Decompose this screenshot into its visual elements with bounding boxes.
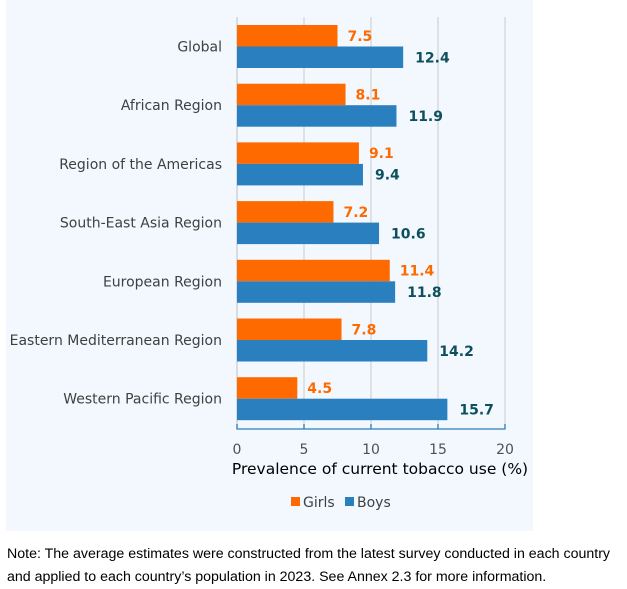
data-label-boys: 14.2 (439, 344, 474, 360)
bar-boys (237, 105, 397, 127)
bars (237, 25, 448, 421)
data-label-boys: 15.7 (459, 402, 494, 418)
data-label-girls: 7.2 (343, 205, 368, 221)
bar-girls (237, 201, 334, 223)
data-label-girls: 4.5 (307, 381, 332, 397)
bar-boys (237, 163, 363, 186)
bar-girls (237, 25, 338, 47)
category-label: Western Pacific Region (63, 392, 222, 408)
bar-boys (237, 222, 380, 245)
footnote-line: Note: The average estimates were constru… (7, 546, 611, 562)
footnote: Note: The average estimates were constru… (7, 543, 627, 589)
category-labels: Global African Region Region of the Americ… (10, 40, 222, 408)
x-tick-label: 10 (362, 442, 380, 458)
x-tick-label: 15 (429, 442, 447, 458)
legend: Girls Boys (291, 495, 391, 511)
data-label-boys: 11.9 (408, 109, 443, 125)
footnote-line: and applied to each country’s population… (7, 569, 547, 585)
bar-girls (237, 377, 298, 399)
data-label-girls: 11.4 (400, 264, 435, 280)
bar-boys (237, 281, 396, 303)
bar-boys (237, 398, 448, 421)
category-label: South-East Asia Region (60, 216, 222, 232)
data-label-boys: 10.6 (391, 226, 426, 242)
data-label-boys: 11.8 (407, 285, 442, 301)
bar-girls (237, 318, 342, 340)
data-label-girls: 9.1 (369, 146, 394, 162)
bar-boys (237, 46, 404, 68)
legend-label-girls: Girls (303, 495, 335, 511)
x-axis: 0 5 10 15 20 (233, 424, 514, 458)
value-labels: 7.5 12.4 8.1 11.9 9.1 9.4 7.2 10.6 11.4 11.8 7.8 14… (307, 29, 494, 419)
data-label-boys: 12.4 (415, 50, 450, 66)
data-label-girls: 8.1 (356, 87, 381, 103)
bar-girls (237, 142, 359, 164)
x-tick-label: 5 (300, 442, 309, 458)
data-label-boys: 9.4 (375, 168, 400, 184)
x-axis-title: Prevalence of current tobacco use (%) (232, 460, 528, 478)
x-tick-label: 20 (496, 442, 514, 458)
bar-boys (237, 340, 428, 362)
bar-chart: Global African Region Region of the Americ… (10, 17, 528, 511)
legend-swatch-boys (345, 497, 354, 506)
data-label-girls: 7.5 (348, 29, 373, 45)
category-label: European Region (103, 274, 222, 290)
category-label: Region of the Americas (59, 157, 222, 173)
data-label-girls: 7.8 (352, 322, 377, 338)
category-label: Eastern Mediterranean Region (10, 333, 222, 349)
category-label: African Region (121, 98, 222, 114)
bar-girls (237, 83, 346, 106)
category-label: Global (177, 40, 222, 56)
legend-swatch-girls (291, 497, 300, 506)
x-tick-label: 0 (233, 442, 242, 458)
legend-label-boys: Boys (357, 495, 391, 511)
bar-girls (237, 259, 390, 282)
